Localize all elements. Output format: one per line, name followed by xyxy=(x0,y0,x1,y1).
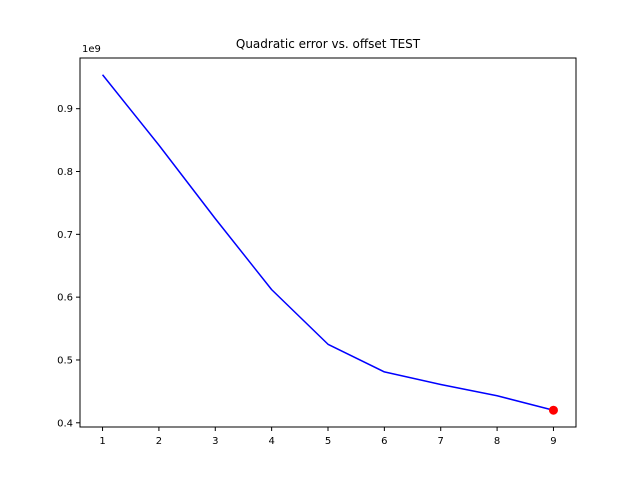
y-axis-ticks: 0.4 0.5 0.6 0.7 0.8 0.9 xyxy=(57,104,80,429)
y-tick-label: 0.6 xyxy=(57,293,73,304)
y-tick-label: 0.7 xyxy=(57,230,73,241)
y-tick-label: 0.9 xyxy=(57,104,73,115)
x-tick-label: 3 xyxy=(212,436,218,447)
x-tick-label: 6 xyxy=(381,436,387,447)
x-tick-label: 2 xyxy=(156,436,162,447)
y-axis-offset-label: 1e9 xyxy=(82,44,101,55)
series-layer xyxy=(101,74,554,411)
x-tick-label: 4 xyxy=(268,436,274,447)
x-tick-label: 5 xyxy=(325,436,331,447)
series-line-0 xyxy=(101,74,554,411)
plot-frame xyxy=(79,57,577,428)
x-tick-label: 7 xyxy=(438,436,444,447)
x-axis-ticks: 1 2 3 4 5 6 7 8 9 xyxy=(99,427,557,447)
y-tick-label: 0.8 xyxy=(57,167,73,178)
highlight-point xyxy=(548,405,558,415)
x-tick-label: 9 xyxy=(550,436,556,447)
y-tick-label: 0.4 xyxy=(57,418,73,429)
x-tick-label: 8 xyxy=(494,436,500,447)
highlight-layer xyxy=(548,405,558,415)
x-tick-label: 1 xyxy=(99,436,105,447)
chart-title: Quadratic error vs. offset TEST xyxy=(236,37,421,51)
y-tick-label: 0.5 xyxy=(57,355,73,366)
